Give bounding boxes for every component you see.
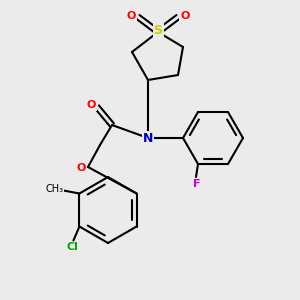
Text: F: F	[193, 179, 201, 189]
Text: O: O	[180, 11, 190, 21]
Text: O: O	[76, 163, 86, 173]
Text: O: O	[126, 11, 136, 21]
Text: CH₃: CH₃	[45, 184, 64, 194]
Text: N: N	[143, 131, 153, 145]
Text: S: S	[154, 23, 163, 37]
Text: Cl: Cl	[67, 242, 78, 253]
Text: O: O	[86, 100, 96, 110]
